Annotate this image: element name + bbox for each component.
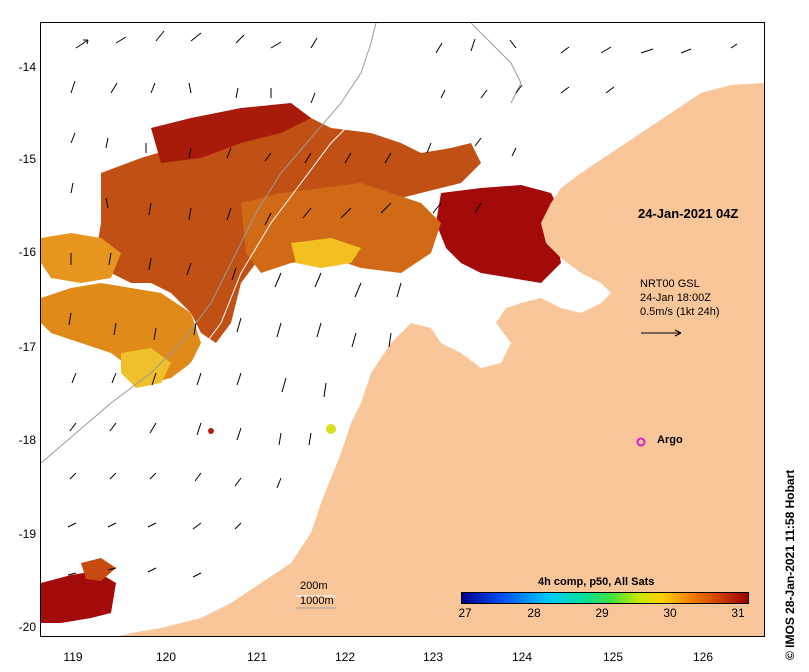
argo-marker bbox=[636, 437, 646, 447]
map-frame bbox=[40, 22, 765, 637]
imos-credit: © IMOS 28-Jan-2021 11:58 Hobart bbox=[783, 469, 797, 660]
y-tick-label: -14 bbox=[18, 60, 36, 74]
sst-dot-1 bbox=[326, 424, 336, 434]
x-tick-label: 123 bbox=[422, 650, 444, 664]
sst-patch-sw bbox=[41, 571, 116, 623]
sst-patch-east bbox=[436, 185, 561, 283]
sst-patch-yellow-1 bbox=[291, 238, 361, 268]
isobath-1000m-label: 1000m bbox=[300, 595, 334, 607]
current-model-scale: 0.5m/s (1kt 24h) bbox=[640, 306, 720, 318]
y-tick-label: -20 bbox=[18, 620, 36, 634]
isobath-1000-line-2 bbox=[470, 23, 522, 104]
x-tick-label: 124 bbox=[511, 650, 533, 664]
isobaths bbox=[41, 23, 522, 469]
colorbar bbox=[461, 592, 749, 604]
colorbar-title: 4h comp, p50, All Sats bbox=[538, 576, 655, 588]
colorbar-tick: 27 bbox=[458, 606, 472, 620]
sst-patch-sw2 bbox=[81, 558, 116, 581]
argo-label: Argo bbox=[657, 434, 683, 446]
x-tick-label: 119 bbox=[63, 650, 83, 664]
y-tick-label: -19 bbox=[18, 527, 36, 541]
sst-layer bbox=[41, 103, 561, 623]
current-vectors bbox=[67, 30, 738, 578]
sst-dot-2 bbox=[208, 428, 214, 434]
colorbar-tick: 30 bbox=[663, 606, 677, 620]
colorbar-tick: 29 bbox=[595, 606, 609, 620]
y-tick-label: -17 bbox=[18, 340, 36, 354]
y-tick-label: -16 bbox=[18, 245, 36, 259]
colorbar-tick: 28 bbox=[527, 606, 541, 620]
x-tick-label: 126 bbox=[692, 650, 714, 664]
isobath-200m-label: 200m bbox=[300, 580, 328, 592]
sst-patch-west-north bbox=[41, 233, 121, 283]
isobath-200-line bbox=[41, 23, 512, 469]
y-tick-label: -18 bbox=[18, 433, 36, 447]
land-mass bbox=[119, 83, 764, 636]
current-model-name: NRT00 GSL bbox=[640, 278, 700, 290]
y-tick-label: -15 bbox=[18, 152, 36, 166]
sst-patch-yellow-2 bbox=[121, 348, 171, 388]
isobath-1000-line bbox=[41, 23, 377, 464]
sst-patch-mid bbox=[241, 183, 441, 273]
x-tick-label: 120 bbox=[155, 650, 177, 664]
map-canvas bbox=[41, 23, 764, 636]
date-label: 24-Jan-2021 04Z bbox=[638, 206, 739, 221]
x-tick-label: 121 bbox=[246, 650, 268, 664]
x-tick-label: 122 bbox=[334, 650, 356, 664]
x-tick-label: 125 bbox=[602, 650, 624, 664]
colorbar-tick: 31 bbox=[731, 606, 745, 620]
current-model-time: 24-Jan 18:00Z bbox=[640, 292, 711, 304]
